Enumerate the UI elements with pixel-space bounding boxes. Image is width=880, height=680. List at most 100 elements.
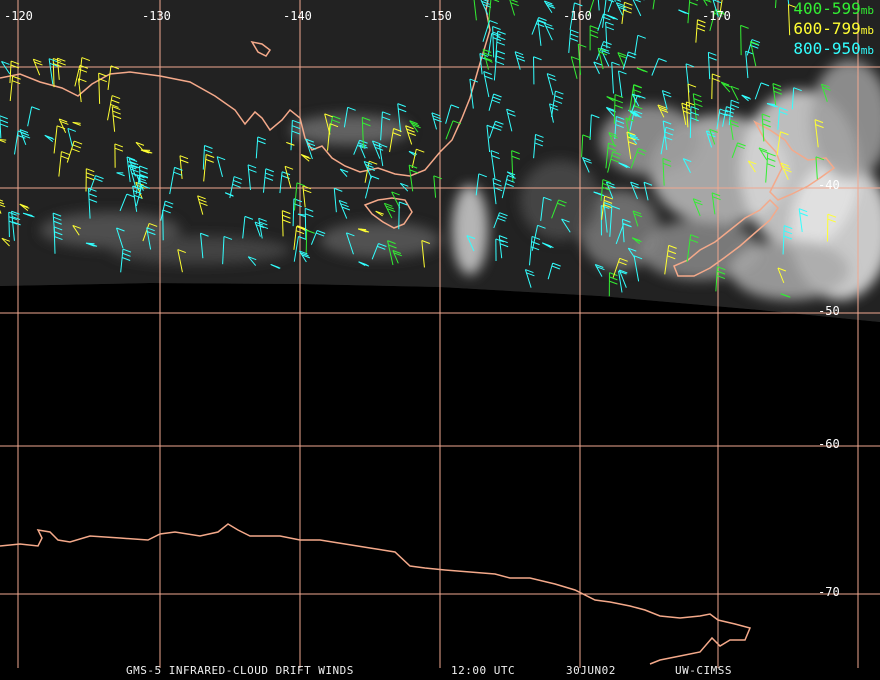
wind-barb: [1, 237, 11, 247]
barb-feather: [357, 144, 366, 149]
barb-feather: [360, 262, 370, 267]
barb-staff: [203, 154, 207, 182]
barb-staff: [531, 225, 539, 251]
barb-staff: [601, 196, 606, 220]
barb-feather: [291, 125, 301, 130]
barb-feather: [690, 117, 699, 122]
barb-feather: [360, 228, 370, 233]
barb-staff: [473, 0, 477, 21]
wind-barb: [258, 217, 269, 239]
barb-feather: [624, 1, 633, 6]
barb-feather: [347, 106, 356, 111]
barb-feather: [255, 224, 265, 229]
barb-feather: [693, 198, 702, 203]
wind-barb: [661, 90, 672, 110]
barb-staff: [597, 48, 604, 70]
wind-barb: [380, 111, 391, 141]
barb-feather: [10, 64, 20, 69]
barb-feather: [507, 112, 516, 117]
barb-feather: [372, 140, 381, 145]
barb-feather: [681, 102, 690, 107]
wind-barb: [445, 120, 462, 140]
barb-feather: [81, 57, 91, 62]
wind-barb: [780, 162, 792, 180]
barb-staff: [0, 139, 7, 141]
barb-feather: [224, 192, 234, 197]
barb-staff: [711, 192, 716, 215]
barb-staff: [247, 256, 257, 266]
barb-feather: [297, 213, 307, 218]
barb-feather: [375, 210, 384, 215]
barb-feather: [57, 61, 66, 66]
wind-barb: [541, 242, 554, 249]
cloud-mass: [320, 222, 440, 258]
barb-feather: [88, 242, 98, 247]
wind-barb: [547, 262, 561, 280]
wind-barb: [747, 160, 757, 173]
barb-feather: [282, 219, 291, 224]
barb-staff: [749, 41, 757, 67]
wind-barb: [607, 151, 621, 173]
wind-barb: [11, 210, 21, 241]
barb-staff: [58, 151, 62, 177]
barb-staff: [493, 50, 498, 81]
barb-staff: [589, 114, 592, 140]
barb-feather: [607, 0, 615, 3]
barb-feather: [783, 168, 792, 173]
barb-staff: [58, 118, 67, 133]
barb-feather: [497, 217, 506, 222]
wind-barb: [473, 0, 477, 21]
barb-staff: [618, 269, 627, 288]
cloud-mass: [600, 105, 700, 175]
wind-barb: [634, 34, 646, 56]
barb-staff: [32, 58, 41, 76]
barb-feather: [741, 94, 750, 99]
barb-staff: [52, 58, 55, 88]
barb-feather: [86, 168, 95, 173]
wind-barb: [197, 195, 208, 215]
barb-feather: [281, 171, 291, 176]
barb-staff: [722, 106, 727, 127]
barb-feather: [782, 293, 791, 298]
barb-feather: [300, 154, 310, 158]
barb-staff: [19, 203, 29, 211]
barb-feather: [750, 41, 760, 46]
wind-barb: [397, 103, 407, 133]
barb-feather: [98, 72, 107, 77]
barb-feather: [492, 37, 502, 42]
wind-barb: [561, 218, 571, 233]
barb-feather: [132, 185, 141, 190]
barb-feather: [126, 193, 135, 198]
barb-staff: [754, 82, 762, 100]
barb-feather: [366, 167, 375, 171]
wind-barb: [216, 156, 226, 178]
barb-feather: [305, 213, 314, 218]
barb-feather: [315, 232, 325, 237]
wind-barb: [617, 70, 627, 97]
barb-feather: [618, 261, 627, 266]
barb-feather: [305, 207, 314, 212]
wind-barb: [511, 150, 521, 182]
barb-staff: [652, 0, 655, 10]
barb-feather: [618, 54, 628, 59]
wind-barbs: [0, 0, 837, 298]
wind-barb: [777, 107, 788, 130]
barb-feather: [534, 138, 544, 143]
barb-staff: [488, 121, 496, 139]
barb-staff: [720, 81, 731, 93]
barb-feather: [387, 240, 396, 245]
cloud-mass: [110, 236, 290, 264]
wind-barb: [482, 48, 493, 70]
barb-staff: [255, 136, 259, 159]
wind-barb: [540, 196, 552, 221]
barb-feather: [615, 120, 625, 124]
wind-barb: [146, 227, 156, 250]
barb-feather: [609, 134, 619, 139]
barb-staff: [364, 161, 370, 183]
wind-barb: [692, 93, 703, 122]
barb-feather: [341, 206, 351, 211]
barb-feather: [616, 2, 625, 7]
barb-feather: [798, 208, 808, 213]
barb-feather: [128, 158, 138, 162]
barb-staff: [707, 52, 711, 80]
